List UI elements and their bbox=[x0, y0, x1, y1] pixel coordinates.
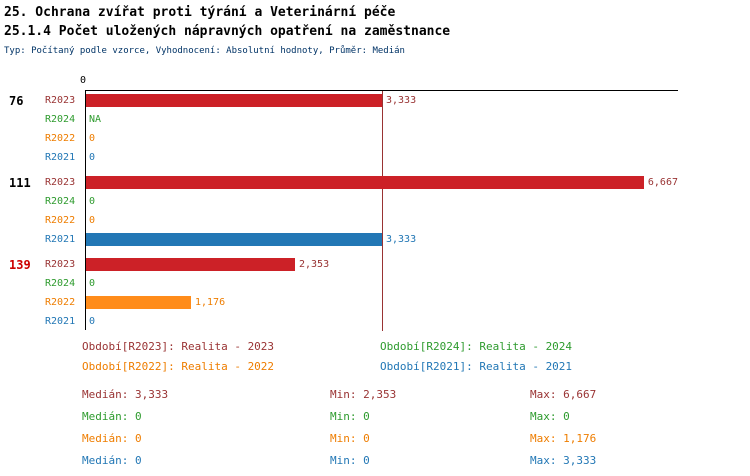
plot-area: 76 R2023 3,333 R2024 NA R2022 0 R2021 0 111 R2023 6… bbox=[9, 90, 678, 331]
bar-row: R2024 0 bbox=[45, 274, 678, 293]
stat-median: Medián: 0 bbox=[82, 432, 142, 445]
stat-median: Medián: 0 bbox=[82, 410, 142, 423]
value-label: 3,333 bbox=[386, 234, 417, 245]
bar-row: 139 R2023 2,353 bbox=[9, 255, 678, 274]
x-axis-zero-tick: 0 bbox=[80, 75, 87, 86]
chart-indicator-title: 25.1.4 Počet uložených nápravných opatře… bbox=[4, 24, 451, 39]
value-label: 0 bbox=[89, 133, 96, 144]
chart-meta-line: Typ: Počítaný podle vzorce, Vyhodnocení:… bbox=[4, 46, 405, 56]
value-label: NA bbox=[89, 114, 102, 125]
data-bar bbox=[86, 176, 644, 189]
period-label: R2022 bbox=[45, 297, 76, 308]
value-label: 6,667 bbox=[647, 177, 678, 188]
group-id-label: 76 bbox=[9, 93, 24, 108]
legend: Období[R2023]: Realita - 2023 Období[R202… bbox=[82, 340, 680, 373]
data-bar bbox=[86, 296, 191, 309]
stat-min: Min: 0 bbox=[330, 454, 370, 467]
value-label: 3,333 bbox=[386, 95, 417, 106]
stat-min: Min: 0 bbox=[330, 410, 370, 423]
value-label: 0 bbox=[89, 215, 96, 226]
value-label: 2,353 bbox=[299, 259, 330, 270]
period-label: R2024 bbox=[45, 278, 76, 289]
bar-row: 76 R2023 3,333 bbox=[9, 91, 678, 110]
value-label: 0 bbox=[89, 316, 96, 327]
value-label: 1,176 bbox=[195, 297, 226, 308]
period-label: R2022 bbox=[45, 215, 76, 226]
period-label: R2023 bbox=[45, 95, 76, 106]
stat-min: Min: 0 bbox=[330, 432, 370, 445]
period-label: R2023 bbox=[45, 259, 76, 270]
bar-row: R2021 0 bbox=[45, 148, 678, 167]
stat-max: Max: 1,176 bbox=[530, 432, 597, 445]
group-id-label: 111 bbox=[9, 175, 31, 190]
bar-group: 76 R2023 3,333 R2024 NA R2022 0 R2021 0 bbox=[9, 91, 678, 167]
legend-item: Období[R2022]: Realita - 2022 bbox=[82, 360, 275, 373]
bar-group: 139 R2023 2,353 R2024 0 R2022 1,176 R2021 0 bbox=[9, 255, 678, 331]
period-label: R2022 bbox=[45, 133, 76, 144]
bar-row: R2024 NA bbox=[45, 110, 678, 129]
stat-max: Max: 0 bbox=[530, 410, 570, 423]
legend-item: Období[R2023]: Realita - 2023 bbox=[82, 340, 275, 353]
period-label: R2021 bbox=[45, 152, 76, 163]
period-label: R2021 bbox=[45, 234, 76, 245]
period-label: R2023 bbox=[45, 177, 76, 188]
stat-min: Min: 2,353 bbox=[330, 388, 397, 401]
period-label: R2024 bbox=[45, 196, 76, 207]
value-label: 0 bbox=[89, 196, 96, 207]
value-label: 0 bbox=[89, 152, 96, 163]
period-label: R2024 bbox=[45, 114, 76, 125]
bar-row: R2021 0 bbox=[45, 312, 678, 331]
chart-title: 25. Ochrana zvířat proti týrání a Veteri… bbox=[4, 5, 396, 20]
legend-item: Období[R2024]: Realita - 2024 bbox=[380, 340, 573, 353]
bar-row: R2022 1,176 bbox=[45, 293, 678, 312]
stat-median: Medián: 3,333 bbox=[82, 388, 169, 401]
group-id-label: 139 bbox=[9, 257, 31, 272]
legend-item: Období[R2021]: Realita - 2021 bbox=[380, 360, 573, 373]
data-bar bbox=[86, 258, 295, 271]
bar-row: R2022 0 bbox=[45, 211, 678, 230]
stats-panel: Medián: 3,333 Min: 2,353 Max: 6,667 Medián:… bbox=[82, 388, 730, 467]
stat-median: Medián: 0 bbox=[82, 454, 142, 467]
bar-row: 111 R2023 6,667 bbox=[9, 173, 678, 192]
bar-rows-container: 76 R2023 3,333 R2024 NA R2022 0 R2021 0 111 R2023 6… bbox=[9, 91, 678, 331]
period-label: R2021 bbox=[45, 316, 76, 327]
value-label: 0 bbox=[89, 278, 96, 289]
data-bar bbox=[86, 233, 382, 246]
bar-row: R2022 0 bbox=[45, 129, 678, 148]
bar-group: 111 R2023 6,667 R2024 0 R2022 0 R2021 3,333 bbox=[9, 173, 678, 249]
median-reference-line bbox=[382, 91, 383, 331]
bar-row: R2024 0 bbox=[45, 192, 678, 211]
stat-max: Max: 3,333 bbox=[530, 454, 597, 467]
stat-max: Max: 6,667 bbox=[530, 388, 597, 401]
data-bar bbox=[86, 94, 382, 107]
bar-row: R2021 3,333 bbox=[45, 230, 678, 249]
